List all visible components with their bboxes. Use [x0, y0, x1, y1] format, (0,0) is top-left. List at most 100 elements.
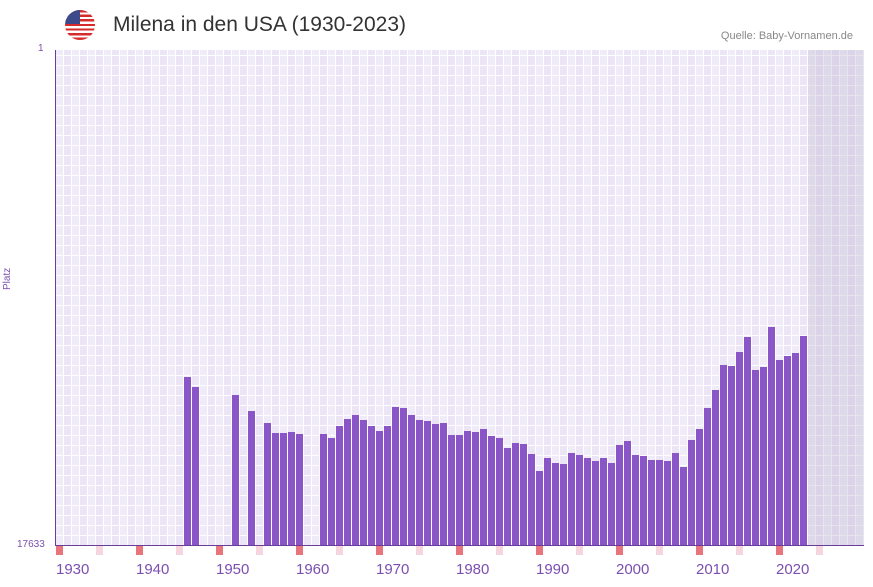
bar-1965[interactable]	[336, 425, 343, 545]
bar-2015[interactable]	[736, 352, 743, 545]
bar-1987[interactable]	[512, 443, 519, 545]
y-tick-bottom: 17633	[17, 539, 45, 550]
half-decade-marker	[576, 546, 583, 555]
bar-1976[interactable]	[424, 421, 431, 545]
bar-2009[interactable]	[688, 439, 695, 545]
bar-2004[interactable]	[648, 459, 655, 545]
decade-marker	[616, 546, 623, 555]
bar-2016[interactable]	[744, 336, 751, 545]
bar-1991[interactable]	[544, 457, 551, 545]
bar-1979[interactable]	[448, 434, 455, 545]
bar-2023[interactable]	[800, 336, 807, 545]
x-tick-label: 2020	[776, 561, 810, 578]
x-tick-label: 1930	[56, 561, 90, 578]
half-decade-marker	[96, 546, 103, 555]
decade-marker	[56, 546, 63, 555]
future-shaded-region	[808, 50, 864, 545]
bar-2005[interactable]	[656, 459, 663, 545]
bar-1973[interactable]	[400, 407, 407, 545]
bar-1947[interactable]	[192, 386, 199, 545]
y-axis-label: Platz	[2, 267, 13, 290]
bar-1966[interactable]	[344, 419, 351, 545]
decade-marker	[136, 546, 143, 555]
bar-2001[interactable]	[624, 441, 631, 545]
bar-2022[interactable]	[792, 352, 799, 545]
bar-1970[interactable]	[376, 430, 383, 545]
half-decade-marker	[176, 546, 183, 555]
bar-1971[interactable]	[384, 425, 391, 545]
bar-1996[interactable]	[584, 457, 591, 545]
bar-2018[interactable]	[760, 366, 767, 545]
decade-marker	[456, 546, 463, 555]
bar-1977[interactable]	[432, 423, 439, 545]
bar-2014[interactable]	[728, 366, 735, 545]
bar-1967[interactable]	[352, 414, 359, 545]
bar-2012[interactable]	[712, 389, 719, 545]
bar-2020[interactable]	[776, 359, 783, 545]
bar-1954[interactable]	[248, 411, 255, 545]
bar-1981[interactable]	[464, 430, 471, 545]
source-link[interactable]: Quelle: Baby-Vornamen.de	[720, 30, 853, 42]
bar-2008[interactable]	[680, 466, 687, 545]
half-decade-marker	[496, 546, 503, 555]
bar-2019[interactable]	[768, 327, 775, 545]
decade-marker	[536, 546, 543, 555]
bar-1980[interactable]	[456, 434, 463, 545]
bar-1958[interactable]	[280, 432, 287, 545]
decade-marker	[216, 546, 223, 555]
x-tick-label: 1960	[296, 561, 330, 578]
bar-1997[interactable]	[592, 460, 599, 545]
us-flag-icon	[65, 10, 95, 40]
bar-1983[interactable]	[480, 428, 487, 545]
bar-2000[interactable]	[616, 444, 623, 545]
half-decade-marker	[736, 546, 743, 555]
bar-1988[interactable]	[520, 444, 527, 545]
bar-1992[interactable]	[552, 462, 559, 545]
bar-1999[interactable]	[608, 462, 615, 545]
bar-2011[interactable]	[704, 407, 711, 545]
bar-1975[interactable]	[416, 419, 423, 545]
half-decade-marker	[416, 546, 423, 555]
bar-1989[interactable]	[528, 453, 535, 545]
half-decade-marker	[656, 546, 663, 555]
bar-1969[interactable]	[368, 425, 375, 545]
bar-1960[interactable]	[296, 434, 303, 545]
bar-1963[interactable]	[320, 434, 327, 545]
bar-1990[interactable]	[536, 471, 543, 545]
bar-1968[interactable]	[360, 419, 367, 545]
decade-marker	[296, 546, 303, 555]
x-tick-label: 1970	[376, 561, 410, 578]
bar-1985[interactable]	[496, 437, 503, 545]
half-decade-marker	[256, 546, 263, 555]
bar-1946[interactable]	[184, 376, 191, 545]
bar-1998[interactable]	[600, 457, 607, 545]
bar-1982[interactable]	[472, 432, 479, 545]
bar-2002[interactable]	[632, 455, 639, 545]
bar-1957[interactable]	[272, 432, 279, 545]
bar-1956[interactable]	[264, 423, 271, 545]
bar-2013[interactable]	[720, 364, 727, 545]
x-axis	[55, 545, 864, 546]
bar-2017[interactable]	[752, 370, 759, 545]
bar-1974[interactable]	[408, 414, 415, 545]
x-tick-label: 1950	[216, 561, 250, 578]
bar-1984[interactable]	[488, 435, 495, 545]
chart-title: Milena in den USA (1930-2023)	[113, 13, 407, 36]
bar-2010[interactable]	[696, 428, 703, 545]
bar-1986[interactable]	[504, 448, 511, 545]
bar-2006[interactable]	[664, 460, 671, 545]
bar-1978[interactable]	[440, 423, 447, 545]
y-tick-top: 1	[38, 43, 44, 54]
half-decade-marker	[336, 546, 343, 555]
y-axis	[55, 50, 56, 546]
bar-2003[interactable]	[640, 455, 647, 545]
bar-1994[interactable]	[568, 453, 575, 545]
bar-1959[interactable]	[288, 432, 295, 545]
bar-1972[interactable]	[392, 407, 399, 545]
bar-1952[interactable]	[232, 395, 239, 545]
bar-2021[interactable]	[784, 355, 791, 545]
bar-1964[interactable]	[328, 437, 335, 545]
bar-2007[interactable]	[672, 453, 679, 545]
bar-1993[interactable]	[560, 464, 567, 545]
bar-1995[interactable]	[576, 455, 583, 545]
